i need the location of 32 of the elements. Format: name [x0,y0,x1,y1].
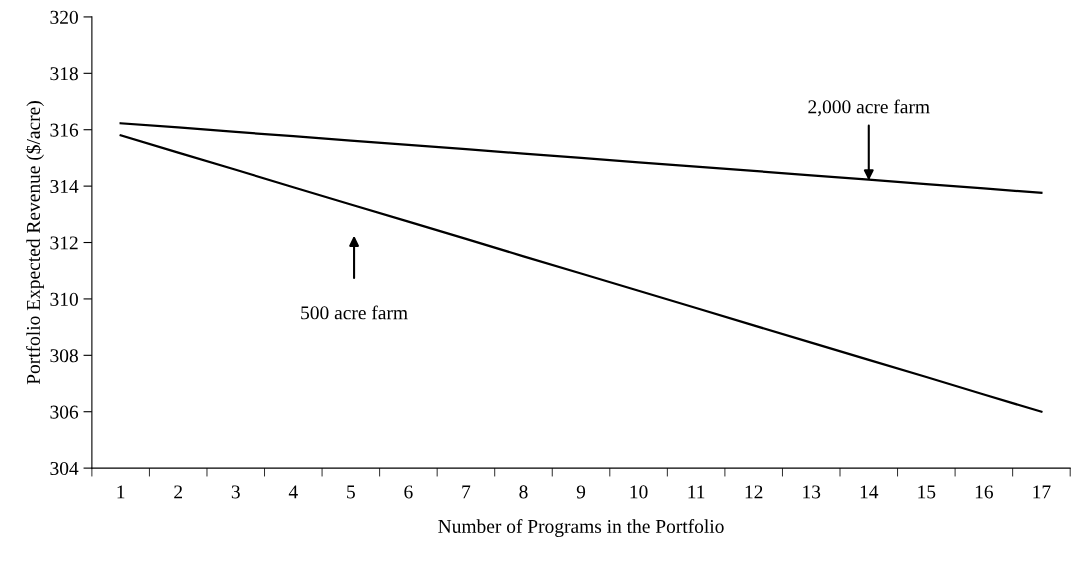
y-tick-label: 304 [50,461,79,476]
y-tick-label: 318 [50,67,78,81]
x-tick-label: 4 [288,485,298,499]
x-tick-label: 6 [404,485,413,499]
x-tick-label: 14 [860,485,879,499]
x-tick-label: 15 [918,485,936,499]
x-tick-label: 10 [630,485,648,499]
y-tick-label: 308 [50,349,78,363]
y-tick-label: 306 [50,405,79,419]
x-tick-label: 12 [745,485,763,499]
x-tick-label: 11 [688,485,705,499]
annotation: 500 acre farm [301,305,408,320]
x-tick-label: 7 [462,485,471,499]
y-axis-title: Portfolio Expected Revenue ($/acre) [25,101,44,385]
line-series [119,122,1043,194]
x-tick-label: 17 [1033,485,1051,499]
y-tick-label: 316 [50,123,79,137]
x-tick-label: 8 [519,485,528,499]
y-tick-label: 320 [50,10,78,24]
x-tick-label: 1 [117,485,125,499]
line-series [119,134,1043,413]
x-tick-label: 5 [347,485,355,499]
x-tick-label: 3 [231,485,240,499]
x-axis-title: Number of Programs in the Portfolio [438,519,724,537]
y-tick-label: 312 [50,236,78,250]
x-tick-label: 16 [975,485,994,499]
x-tick-label: 9 [576,485,586,499]
annotation: 2,000 acre farm [808,99,930,117]
y-tick-label: 310 [50,292,78,306]
x-tick-label: 2 [174,485,182,499]
x-tick-label: 13 [803,485,821,499]
y-tick-label: 314 [50,179,79,194]
